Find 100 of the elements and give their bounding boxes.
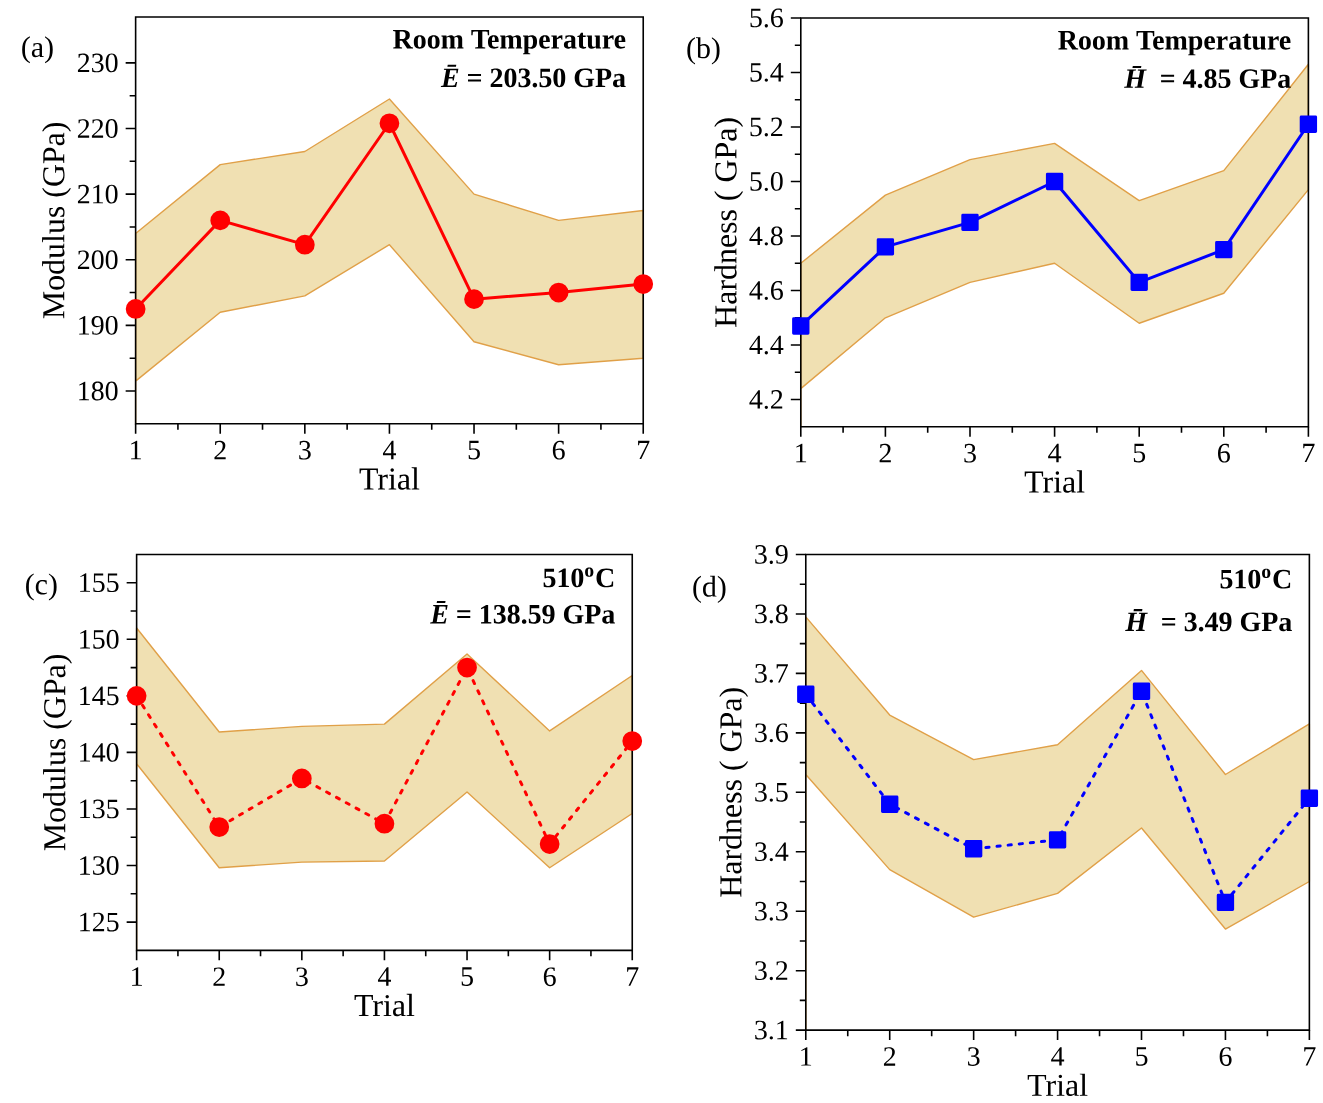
point: [210, 210, 231, 231]
y-tick-label: 4.4: [749, 335, 784, 355]
x-tick-label: 4: [1051, 1047, 1065, 1066]
y-tick-label: 3.2: [755, 961, 788, 981]
y-tick-label: 3.7: [755, 664, 788, 683]
y-tick-label: 155: [80, 573, 119, 593]
x-tick-label: 3: [296, 967, 308, 987]
x-tick-label: 6: [1218, 443, 1230, 463]
text: (a): [22, 36, 53, 64]
point: [1300, 789, 1319, 808]
y-tick-label: 210: [77, 184, 118, 204]
y-tick-label: 4.2: [749, 390, 783, 410]
x-tick-label: 1: [132, 967, 142, 986]
y-axis-title: Hardness ( GPa): [714, 118, 744, 328]
x-tick-label: 1: [131, 440, 141, 460]
y-tick-label: 125: [80, 912, 119, 932]
point: [1048, 831, 1067, 849]
y-tick-label: 5.6: [750, 8, 783, 28]
point: [1130, 273, 1148, 292]
x-tick-label: 7: [627, 967, 639, 986]
point: [622, 731, 643, 752]
point: [633, 274, 654, 295]
x-tick-label: 5: [461, 967, 473, 987]
point: [374, 813, 395, 834]
annotation: 510$^{o}$C: [543, 567, 614, 588]
point: [797, 685, 815, 704]
x-axis-title: Trial: [1027, 1073, 1088, 1097]
y-tick-label: 130: [80, 856, 119, 876]
x-tick-label: 3: [968, 1047, 980, 1067]
y-tick-label: 190: [79, 316, 118, 335]
x-tick-label: 4: [382, 440, 396, 460]
y-tick-label: 5.0: [750, 172, 783, 192]
x-tick-label: 2: [883, 1047, 896, 1066]
x-tick-label: 6: [552, 440, 565, 460]
x-tick-label: 2: [214, 440, 226, 460]
annotation: 510$^{o}$C: [1220, 568, 1291, 589]
y-tick-label: 3.9: [755, 545, 788, 565]
x-axis-title: Trial: [354, 993, 415, 1017]
x-tick-label: 1: [801, 1047, 812, 1066]
x-tick-label: 4: [377, 967, 391, 986]
x-tick-label: 5: [1136, 1047, 1148, 1066]
y-tick-label: 180: [79, 381, 118, 401]
point: [1045, 172, 1064, 191]
point: [548, 282, 569, 303]
y-tick-label: 230: [77, 53, 118, 73]
point: [964, 840, 983, 858]
x-axis-title: Trial: [359, 467, 420, 490]
point: [1215, 241, 1233, 259]
x-tick-label: 5: [1133, 443, 1146, 463]
annotation: Room Temperature: [393, 30, 626, 55]
y-tick-label: 5.4: [750, 63, 784, 82]
point: [876, 238, 895, 256]
annotation: Ē = 138.59 GPa: [430, 601, 615, 624]
x-tick-label: 2: [213, 967, 225, 986]
y-tick-label: 200: [77, 250, 118, 270]
point: [291, 768, 312, 789]
x-tick-label: 2: [879, 443, 891, 463]
y-tick-label: 3.3: [755, 901, 788, 921]
point: [457, 657, 477, 678]
text: (b): [687, 37, 720, 65]
y-tick-label: 135: [80, 799, 119, 819]
y-tick-label: 140: [80, 743, 119, 762]
y-axis-title: Modulus (GPa): [43, 655, 72, 851]
y-tick-label: 145: [80, 686, 119, 706]
y-tick-label: 3.1: [755, 1020, 788, 1040]
point: [1216, 893, 1235, 912]
y-tick-label: 150: [80, 629, 119, 649]
y-axis-title: Modulus (GPa): [42, 123, 72, 319]
y-tick-label: 3.4: [755, 842, 789, 862]
point: [294, 234, 315, 255]
point: [464, 289, 484, 310]
x-tick-label: 6: [1219, 1047, 1232, 1067]
annotation: H̄ = 4.85 GPa: [1124, 66, 1291, 89]
y-tick-label: 4.6: [749, 281, 783, 301]
x-tick-label: 1: [796, 443, 807, 463]
annotation: Ē = 203.50 GPa: [440, 64, 626, 88]
point: [961, 213, 979, 232]
x-tick-label: 7: [1303, 443, 1315, 463]
x-tick-label: 4: [1048, 443, 1062, 463]
point: [539, 834, 560, 855]
y-axis-title: Hardness ( GPa): [719, 688, 749, 897]
x-tick-label: 7: [1304, 1047, 1316, 1066]
y-tick-label: 3.5: [755, 783, 788, 802]
annotation: Room Temperature: [1058, 31, 1291, 56]
y-tick-label: 220: [77, 119, 118, 139]
x-axis-title: Trial: [1024, 470, 1085, 493]
text: (c): [26, 573, 57, 601]
point: [1132, 682, 1151, 701]
point: [881, 795, 899, 814]
x-tick-label: 7: [638, 440, 650, 460]
point: [792, 317, 810, 335]
x-tick-label: 6: [543, 967, 556, 987]
point: [1299, 115, 1318, 134]
point: [125, 299, 146, 319]
point: [126, 686, 147, 706]
y-tick-label: 3.6: [755, 723, 788, 743]
x-tick-label: 5: [468, 440, 480, 460]
point: [379, 113, 400, 134]
x-tick-label: 3: [299, 440, 311, 460]
text: (d): [693, 575, 726, 604]
